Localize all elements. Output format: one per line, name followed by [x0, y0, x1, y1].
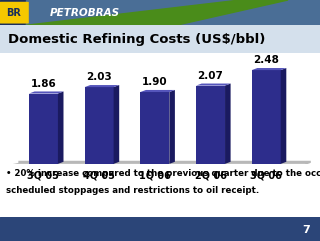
- Text: Domestic Refining Costs (US$/bbl): Domestic Refining Costs (US$/bbl): [8, 33, 265, 46]
- Polygon shape: [169, 90, 175, 164]
- Text: BR: BR: [6, 8, 21, 18]
- Bar: [140, 92, 169, 164]
- Text: scheduled stoppages and restrictions to oil receipt.: scheduled stoppages and restrictions to …: [6, 186, 260, 195]
- Text: • 20% increase compared to the previous quarter due to the occurrence of more: • 20% increase compared to the previous …: [6, 169, 320, 178]
- Polygon shape: [26, 0, 288, 25]
- Polygon shape: [281, 68, 286, 164]
- Polygon shape: [114, 85, 119, 164]
- Text: 2.48: 2.48: [253, 55, 279, 65]
- Bar: [85, 87, 114, 164]
- Text: 3Q 06: 3Q 06: [250, 171, 282, 181]
- Text: 2Q 06: 2Q 06: [195, 171, 227, 181]
- Text: 2.03: 2.03: [86, 72, 112, 82]
- FancyBboxPatch shape: [0, 2, 29, 24]
- Polygon shape: [225, 84, 231, 164]
- Text: PETROBRAS: PETROBRAS: [50, 8, 120, 18]
- Bar: [196, 86, 225, 164]
- Text: 1.86: 1.86: [31, 79, 56, 89]
- Text: 7: 7: [303, 225, 310, 235]
- Polygon shape: [85, 85, 119, 87]
- Polygon shape: [58, 92, 63, 164]
- Bar: [252, 70, 281, 164]
- Polygon shape: [29, 92, 63, 94]
- Polygon shape: [252, 68, 286, 70]
- Polygon shape: [13, 161, 311, 165]
- Text: 1Q 06: 1Q 06: [139, 171, 171, 181]
- Text: 4Q 05: 4Q 05: [83, 171, 115, 181]
- Bar: [29, 94, 58, 164]
- Polygon shape: [196, 84, 231, 86]
- Text: 1.90: 1.90: [142, 77, 168, 87]
- Text: 2.07: 2.07: [198, 71, 223, 81]
- Text: 3Q 05: 3Q 05: [28, 171, 60, 181]
- Polygon shape: [140, 90, 175, 92]
